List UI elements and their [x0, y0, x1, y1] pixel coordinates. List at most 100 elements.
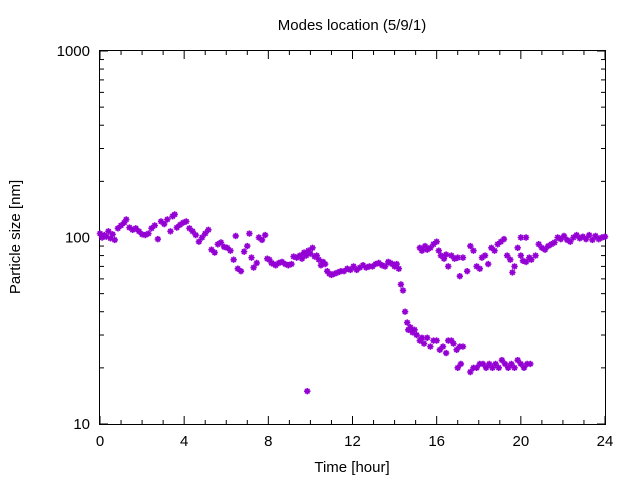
y-tick-label: 1000	[57, 43, 90, 60]
data-point	[563, 236, 571, 244]
data-point	[309, 244, 316, 252]
data-point	[463, 267, 471, 275]
data-point	[486, 360, 493, 368]
data-point	[240, 248, 248, 255]
data-point	[473, 364, 480, 372]
data-point	[114, 225, 122, 232]
data-point	[538, 244, 546, 252]
data-point	[491, 247, 498, 254]
data-point	[135, 228, 143, 235]
data-point	[151, 222, 158, 229]
data-point	[285, 262, 292, 269]
data-point	[109, 231, 116, 238]
x-tick-label: 24	[597, 433, 614, 450]
data-point	[517, 360, 525, 368]
data-point	[278, 258, 286, 266]
data-point	[476, 265, 484, 272]
data-point	[467, 242, 474, 250]
data-point	[450, 340, 457, 347]
data-point	[305, 247, 312, 254]
data-point	[103, 233, 110, 240]
data-point	[381, 263, 389, 270]
data-point	[220, 243, 228, 251]
data-point	[570, 234, 577, 241]
data-point	[567, 238, 574, 245]
x-tick-label: 8	[264, 433, 272, 450]
data-point	[427, 244, 434, 252]
data-point	[495, 364, 502, 372]
x-axis-label: Time [hour]	[314, 459, 389, 476]
axis-ticks: 0 4 8 12 16 20 24 10 100 1000	[57, 43, 614, 450]
data-point	[266, 256, 273, 263]
data-point	[205, 226, 212, 233]
x-tick-label: 12	[344, 433, 361, 450]
data-point	[535, 241, 542, 248]
data-point	[519, 257, 527, 265]
data-point	[129, 226, 136, 233]
data-point	[307, 250, 314, 257]
x-tick-label: 4	[180, 433, 188, 450]
data-point	[359, 262, 367, 269]
data-point	[145, 230, 152, 237]
x-tick-label: 20	[512, 433, 529, 450]
data-point	[183, 218, 190, 225]
data-point	[409, 329, 416, 336]
data-point	[340, 267, 348, 275]
x-tick-label: 16	[428, 433, 445, 450]
data-point	[478, 254, 486, 261]
data-point	[397, 281, 405, 288]
data-point	[362, 264, 370, 271]
y-axis-label: Particle size [nm]	[7, 180, 24, 294]
data-point	[224, 244, 231, 252]
data-point	[481, 252, 489, 259]
data-point	[517, 234, 525, 241]
data-point	[427, 343, 434, 350]
data-point	[435, 247, 442, 254]
data-point	[492, 360, 499, 368]
data-point	[173, 224, 181, 231]
data-point	[589, 236, 596, 244]
data-point	[451, 255, 458, 262]
data-point	[164, 216, 171, 223]
data-point	[378, 262, 386, 269]
data-point	[246, 230, 253, 237]
data-point	[356, 264, 364, 271]
data-point	[488, 244, 495, 252]
data-point	[186, 225, 193, 232]
data-point	[418, 247, 426, 254]
data-point	[334, 269, 341, 276]
data-point	[393, 260, 400, 268]
data-point	[171, 211, 178, 218]
data-point	[237, 267, 245, 275]
data-point	[416, 244, 424, 252]
data-point	[500, 235, 508, 243]
data-point	[350, 263, 357, 270]
data-point	[211, 249, 218, 256]
data-point	[532, 252, 539, 259]
data-point	[258, 236, 266, 244]
data-point	[511, 364, 518, 372]
data-point	[304, 387, 311, 395]
data-point	[255, 234, 263, 241]
data-point	[253, 259, 260, 267]
data-point	[372, 260, 379, 268]
data-point	[261, 231, 269, 239]
data-point	[303, 252, 310, 259]
data-point	[353, 266, 360, 274]
data-point	[433, 238, 440, 245]
data-point	[505, 364, 512, 372]
data-point	[497, 238, 505, 245]
data-point	[511, 263, 518, 270]
data-point	[298, 255, 306, 262]
data-point	[442, 251, 450, 258]
data-point	[520, 364, 528, 372]
data-point	[315, 256, 323, 263]
data-point	[300, 249, 308, 256]
data-point	[198, 234, 206, 241]
data-points	[96, 211, 609, 395]
data-point	[176, 221, 184, 228]
data-point	[324, 267, 331, 275]
data-point	[448, 252, 455, 259]
data-point	[517, 252, 525, 259]
data-point	[142, 231, 149, 239]
